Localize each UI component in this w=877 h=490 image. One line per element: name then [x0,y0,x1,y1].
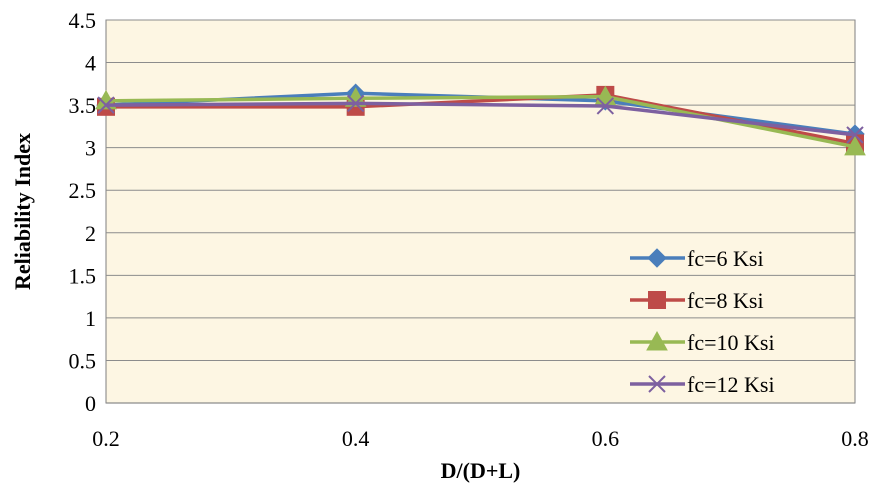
y-tick-label: 2 [85,221,96,246]
y-tick-label: 0.5 [69,348,97,373]
data-point [846,126,864,144]
gridlines [106,19,855,404]
x-axis-title: D/(D+L) [441,458,521,483]
series-line [105,101,856,137]
y-tick-label: 1.5 [69,263,97,288]
data-point [97,96,115,114]
legend-label: fc=10 Ksi [687,330,775,355]
y-axis-ticks: 0 0.5 1 1.5 2 2.5 3 3.5 4 4.5 [69,8,97,416]
x-tick-label: 0.4 [342,426,370,451]
y-tick-label: 0 [85,391,96,416]
plot-area [105,19,856,404]
legend-marker [648,291,666,309]
legend-item: fc=10 Ksi [630,330,775,355]
data-point [844,135,866,156]
y-tick-label: 3 [85,136,96,161]
y-tick-label: 3.5 [69,93,97,118]
series-4 [97,94,864,144]
y-tick-label: 2.5 [69,178,97,203]
x-tick-label: 0.2 [92,426,120,451]
data-point [596,97,615,115]
y-axis-title: Reliability Index [10,133,35,290]
data-point [346,94,365,113]
x-tick-label: 0.6 [592,426,620,451]
legend-marker [646,330,668,351]
legend: fc=6 Ksi fc=8 Ksi fc=10 Ksi fc=12 Ksi [630,246,775,397]
legend-label: fc=12 Ksi [687,372,775,397]
legend-marker [648,375,666,393]
legend-item: fc=8 Ksi [630,288,764,313]
x-tick-label: 0.8 [841,426,869,451]
legend-label: fc=8 Ksi [687,288,764,313]
x-axis-ticks: 0.2 0.4 0.6 0.8 [92,426,869,451]
legend-label: fc=6 Ksi [687,246,764,271]
legend-item: fc=12 Ksi [630,372,775,397]
y-tick-label: 4 [85,51,96,76]
legend-item: fc=6 Ksi [630,246,764,271]
legend-marker [647,248,667,268]
y-tick-label: 1 [85,306,96,331]
series-layer [95,83,866,156]
y-tick-label: 4.5 [69,8,97,33]
